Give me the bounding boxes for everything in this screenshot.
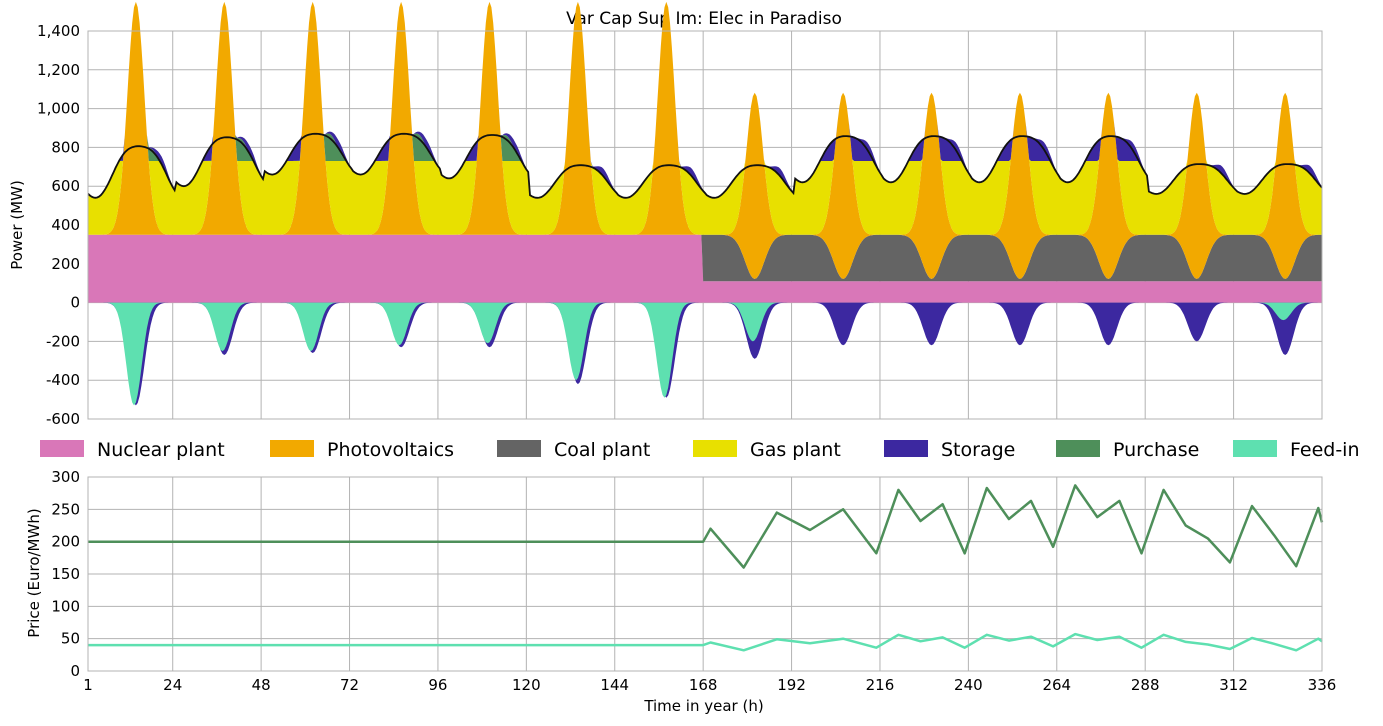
legend-label: Coal plant: [554, 439, 650, 461]
legend-entry: Photovoltaics: [270, 439, 454, 461]
legend-swatch: [884, 440, 928, 457]
x-tick-label: 288: [1131, 676, 1160, 694]
top-y-tick-label: 1,200: [37, 61, 80, 79]
legend-label: Gas plant: [750, 439, 841, 461]
bottom-y-axis-title: Price (Euro/MWh): [25, 508, 43, 637]
top-y-tick-label: 400: [51, 216, 80, 234]
top-y-tick-label: -400: [46, 371, 80, 389]
price-line-feed-in: [88, 632, 1323, 652]
legend-swatch: [693, 440, 737, 457]
demand-line: [87, 132, 1323, 199]
x-tick-label: 336: [1308, 676, 1337, 694]
x-tick-label: 192: [777, 676, 806, 694]
bottom-y-tick-label: 200: [51, 533, 80, 551]
top-y-tick-label: -200: [46, 332, 80, 350]
bottom-y-tick-label: 100: [51, 597, 80, 615]
x-tick-label: 120: [512, 676, 541, 694]
x-tick-label: 96: [428, 676, 447, 694]
legend-entry: Feed-in: [1233, 439, 1360, 461]
x-tick-label: 240: [954, 676, 983, 694]
legend-label: Feed-in: [1290, 439, 1360, 461]
bottom-y-tick-label: 150: [51, 565, 80, 583]
bottom-y-tick-label: 0: [70, 662, 80, 680]
top-areas: [87, 1, 1323, 406]
coal-plant-area: [88, 234, 1322, 282]
x-tick-label: 144: [600, 676, 629, 694]
top-axes: -600 -400 -200 0 200 400 600 800 1,000 1,200 1,400: [37, 22, 1323, 428]
top-y-tick-label: 0: [70, 294, 80, 312]
bottom-plot-frame: [87, 476, 1323, 672]
x-tick-label: 216: [866, 676, 895, 694]
x-tick-label: 168: [689, 676, 718, 694]
legend-entry: Gas plant: [693, 439, 841, 461]
bottom-axes: 1 24 48 72 96 120 144 168 192 216 240 264 288 312 336 0…: [51, 468, 1336, 694]
bottom-grid: [87, 476, 1323, 672]
x-tick-label: 264: [1042, 676, 1071, 694]
photovoltaics-area: [88, 1, 1322, 279]
top-plot-frame: [87, 30, 1323, 420]
x-tick-label: 72: [340, 676, 359, 694]
chart-title: Var Cap Sup Im: Elec in Paradiso: [566, 9, 842, 29]
legend-entry: Nuclear plant: [40, 439, 225, 461]
legend-swatch: [270, 440, 314, 457]
legend-entry: Coal plant: [497, 439, 650, 461]
legend-entry: Storage: [884, 439, 1015, 461]
bottom-y-tick-label: 50: [61, 630, 80, 648]
legend-swatch: [1233, 440, 1277, 457]
legend-label: Purchase: [1113, 439, 1199, 461]
legend-label: Storage: [941, 439, 1015, 461]
x-tick-label: 312: [1219, 676, 1248, 694]
legend-swatch: [1056, 440, 1100, 457]
nuclear-plant-area: [88, 234, 1322, 303]
feed-in-area: [88, 302, 1322, 406]
price-line-purchase: [88, 484, 1324, 569]
legend: Nuclear plant Photovoltaics Coal plant Gas …: [40, 439, 1360, 461]
x-tick-label: 1: [83, 676, 93, 694]
top-y-tick-label: 1,000: [37, 100, 80, 118]
x-tick-label: 24: [163, 676, 182, 694]
gas-plant-area: [88, 1, 1322, 235]
bottom-lines: [88, 484, 1324, 652]
legend-swatch: [497, 440, 541, 457]
x-tick-label: 48: [252, 676, 271, 694]
legend-label: Nuclear plant: [97, 439, 225, 461]
x-axis-title: Time in year (h): [643, 697, 763, 715]
top-y-tick-label: 600: [51, 177, 80, 195]
legend-label: Photovoltaics: [327, 439, 454, 461]
bottom-y-tick-label: 300: [51, 468, 80, 486]
top-y-tick-label: 1,400: [37, 22, 80, 40]
legend-swatch: [40, 440, 84, 457]
top-y-tick-label: 800: [51, 138, 80, 156]
storage-charge-area: [88, 302, 1322, 406]
legend-entry: Purchase: [1056, 439, 1199, 461]
bottom-y-tick-label: 250: [51, 500, 80, 518]
top-y-tick-label: -600: [46, 410, 80, 428]
top-y-axis-title: Power (MW): [8, 180, 26, 270]
top-y-tick-label: 200: [51, 255, 80, 273]
